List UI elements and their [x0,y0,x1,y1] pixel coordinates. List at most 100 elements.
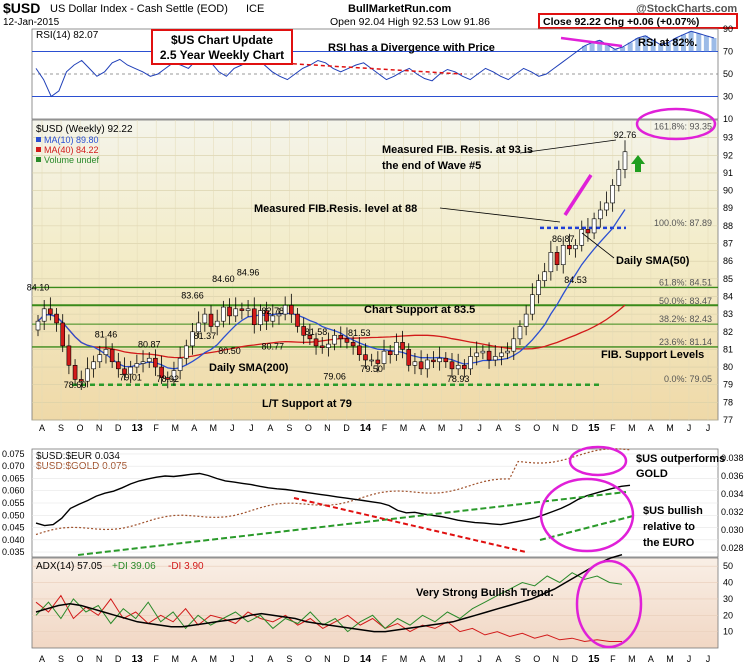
bottom-x-tick-label: M [400,654,408,664]
bottom-x-tick-label: F [153,654,159,664]
candle-body [196,322,201,333]
fib-target-ellipse [635,107,717,141]
price-x-tick-label: N [553,423,560,433]
price-x-tick-label: S [58,423,64,433]
price-data-label: 78.93 [447,374,470,384]
candle-body [103,349,109,356]
price-x-tick-label: M [438,423,446,433]
price-x-tick-label: D [572,423,579,433]
candle-body [276,313,282,317]
price-x-tick-label: O [305,423,312,433]
price-tick-label: 79 [723,380,733,390]
price-x-tick-label: A [191,423,197,433]
bottom-x-tick-label: 13 [132,654,144,665]
bottom-x-tick-label: J [687,654,692,664]
candle-body [313,338,319,347]
price-tick-label: 77 [723,415,733,425]
bottom-x-tick-label: S [286,654,292,664]
bottom-x-tick-label: J [477,654,482,664]
candle-body [579,229,585,246]
bottom-x-tick-label: D [343,654,350,664]
candle-body [289,304,294,315]
candle-body [183,345,189,359]
candle-body [140,361,146,364]
price-tick-label: 87 [723,239,733,249]
candle-body [499,352,504,357]
price-tick-label: 85 [723,274,733,284]
candle-body [418,361,424,370]
candle-body [616,169,622,186]
gold-ratio-line [35,448,631,536]
price-x-tick-label: N [96,423,103,433]
price-x-tick-label: M [210,423,218,433]
candle-body [338,334,344,340]
bottom-x-tick-label: A [39,654,45,664]
fib-level-label: 100.0%: 87.89 [654,218,712,228]
bottom-x-tick-label: M [666,654,674,664]
candle-body [449,361,455,370]
price-x-tick-label: M [666,423,674,433]
candle-body [437,357,442,363]
price-x-tick-label: S [515,423,521,433]
ratio-right-tick: 0.034 [721,489,744,499]
sma50-note: Daily SMA(50) [616,255,690,267]
price-x-tick-label: F [382,423,388,433]
candle-body [536,280,541,296]
fib-level-label: 23.6%: 81.14 [659,337,712,347]
bottom-x-tick-label: N [324,654,331,664]
candle-body [245,308,251,311]
legend-swatch [36,137,41,142]
candle-body [270,315,276,322]
bottom-x-tick-label: 15 [588,654,600,665]
bottom-x-tick-label: A [648,654,654,664]
candle-body [542,271,547,281]
us-euro-note-1: $US bullish [643,505,703,517]
price-tick-label: 81 [723,344,733,354]
candle-body [202,313,208,324]
pdi-line [35,572,623,633]
candle-body [227,306,232,317]
rsi-divergence-line [560,36,623,48]
ratio-right-tick: 0.038 [721,453,744,463]
adx-tick-label: 40 [723,578,733,588]
ratio-left-tick: 0.040 [2,535,25,545]
candle-body [585,229,591,234]
candle-body [78,379,84,382]
ratio-left-tick: 0.075 [2,449,25,459]
bottom-x-tick-label: M [210,654,218,664]
sma200-note: Daily SMA(200) [209,362,289,374]
price-tick-label: 78 [723,397,733,407]
price-x-tick-label: J [230,423,235,433]
candle-body [233,308,239,317]
price-x-tick-label: M [628,423,636,433]
ratio-series-label-eur: $USD:$EUR 0.034 [36,451,120,462]
legend-swatch [36,147,41,152]
price-tick-label: 88 [723,221,733,231]
price-tick-label: 92 [723,150,733,160]
price-x-tick-label: D [343,423,350,433]
ratio-right-tick: 0.036 [721,471,744,481]
us-euro-note-3: the EURO [643,537,695,549]
ratio-support-line-2 [539,515,634,541]
update-title-box [151,29,293,65]
close-box [538,13,738,29]
candle-body [190,331,195,347]
candle-body [109,349,115,363]
ratio-left-tick: 0.060 [2,486,25,496]
adx-ellipse [575,559,643,649]
price-data-label: 80.77 [262,341,285,351]
bottom-x-tick-label: A [420,654,426,664]
candle-body [153,357,158,368]
gold-ellipse [568,445,628,477]
candle-body [134,363,140,368]
bottom-x-tick-label: J [230,654,235,664]
update-subtitle: 2.5 Year Weekly Chart [160,48,284,62]
price-tick-label: 83 [723,309,733,319]
price-data-label: 84.96 [237,268,260,278]
candle-body [554,252,560,266]
bottom-x-tick-label: A [267,654,273,664]
candle-body [66,345,72,366]
bottom-x-tick-label: J [458,654,463,664]
legend-label: Volume undef [44,155,100,165]
price-data-label: 81.37 [194,331,217,341]
